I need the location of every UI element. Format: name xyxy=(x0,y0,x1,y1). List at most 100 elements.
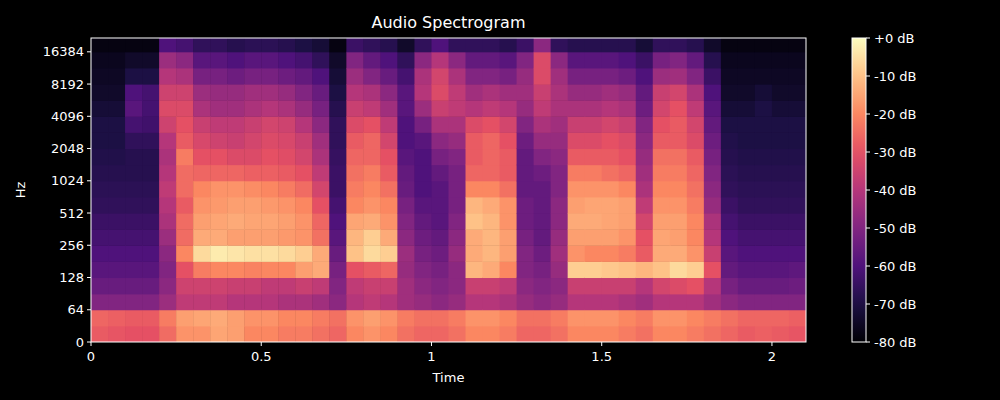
cell xyxy=(449,229,467,246)
cell xyxy=(380,278,398,295)
cell xyxy=(755,52,773,69)
cell xyxy=(397,213,415,230)
cell xyxy=(568,229,586,246)
cell xyxy=(687,68,705,85)
cell xyxy=(159,149,177,166)
cell xyxy=(142,229,160,246)
cell xyxy=(755,278,773,295)
cell xyxy=(159,84,177,101)
cell xyxy=(483,68,501,85)
cell xyxy=(755,229,773,246)
cell xyxy=(534,326,552,342)
cell xyxy=(721,294,739,310)
cell xyxy=(602,100,620,117)
cell xyxy=(585,278,603,295)
cell xyxy=(704,165,722,182)
cell xyxy=(636,116,654,133)
cell xyxy=(278,52,296,69)
cell xyxy=(210,261,228,278)
cell xyxy=(534,181,552,198)
cell xyxy=(755,68,773,85)
cell xyxy=(397,326,415,342)
x-tick xyxy=(771,342,772,346)
cell xyxy=(380,149,398,166)
cell xyxy=(704,213,722,230)
cell xyxy=(295,84,313,101)
cell xyxy=(585,52,603,69)
colorbar-tick-label: -80 dB xyxy=(874,335,917,350)
cell xyxy=(210,278,228,295)
cell xyxy=(500,149,518,166)
cell xyxy=(278,116,296,133)
colorbar-tick-label: -40 dB xyxy=(874,183,917,198)
cell xyxy=(568,165,586,182)
cell xyxy=(619,278,637,295)
cell xyxy=(346,68,364,85)
cell xyxy=(738,229,756,246)
cell xyxy=(176,213,194,230)
cell xyxy=(125,197,143,214)
cell xyxy=(244,213,262,230)
x-tick-label: 0 xyxy=(87,349,95,364)
cell xyxy=(210,181,228,198)
cell xyxy=(466,68,484,85)
cell xyxy=(295,100,313,117)
cell xyxy=(329,84,347,101)
cell xyxy=(414,52,432,69)
cells xyxy=(91,38,806,342)
cell xyxy=(159,197,177,214)
cell xyxy=(431,68,449,85)
cell xyxy=(414,149,432,166)
cell xyxy=(619,165,637,182)
colorbar-tick xyxy=(866,304,870,305)
cell xyxy=(466,245,484,262)
cell xyxy=(483,100,501,117)
cell xyxy=(466,310,484,327)
title: Audio Spectrogram xyxy=(372,13,526,32)
cell xyxy=(295,213,313,230)
cell xyxy=(721,84,739,101)
cell xyxy=(261,52,279,69)
cell xyxy=(414,68,432,85)
cell xyxy=(227,278,245,295)
cell xyxy=(568,116,586,133)
cell xyxy=(261,100,279,117)
cell xyxy=(551,84,569,101)
cell xyxy=(210,245,228,262)
cell xyxy=(500,38,518,52)
y-tick xyxy=(87,84,91,85)
cell xyxy=(585,326,603,342)
cell xyxy=(159,132,177,149)
cell xyxy=(653,310,671,327)
y-tick-label: 256 xyxy=(59,238,84,253)
cell xyxy=(176,326,194,342)
cell xyxy=(466,197,484,214)
cell xyxy=(159,68,177,85)
cell xyxy=(619,213,637,230)
cell xyxy=(670,149,688,166)
cell xyxy=(329,213,347,230)
cell xyxy=(772,38,790,52)
cell xyxy=(363,197,381,214)
cell xyxy=(670,213,688,230)
cell xyxy=(789,116,806,133)
colorbar-tick-label: -20 dB xyxy=(874,107,917,122)
cell xyxy=(346,197,364,214)
cell xyxy=(210,229,228,246)
cell xyxy=(108,197,126,214)
cell xyxy=(619,326,637,342)
cell xyxy=(142,181,160,198)
cell xyxy=(210,132,228,149)
cell xyxy=(363,84,381,101)
cell xyxy=(704,261,722,278)
cell xyxy=(466,294,484,310)
cell xyxy=(125,165,143,182)
cell xyxy=(772,261,790,278)
cell xyxy=(397,165,415,182)
cell xyxy=(108,68,126,85)
cell xyxy=(431,229,449,246)
cell xyxy=(346,100,364,117)
cell xyxy=(312,294,330,310)
cell xyxy=(142,294,160,310)
cell xyxy=(159,181,177,198)
